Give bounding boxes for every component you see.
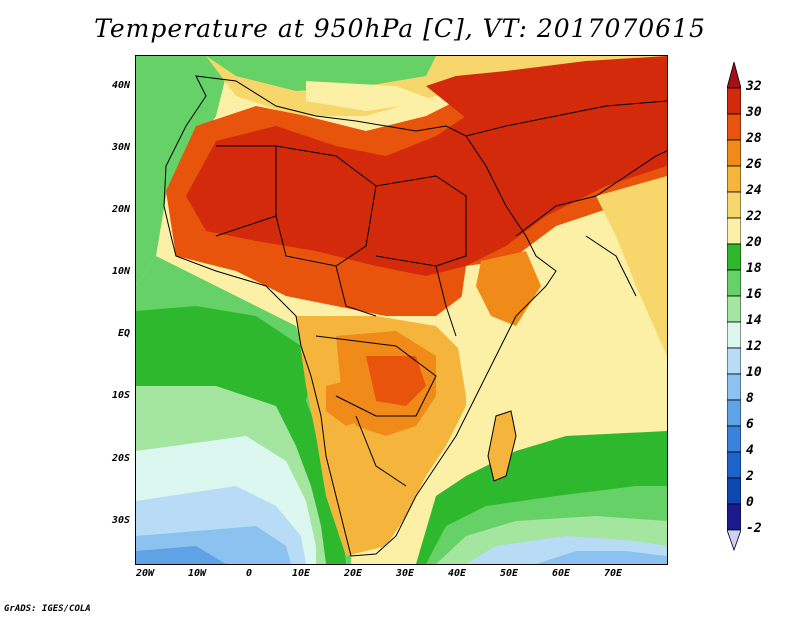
colorbar-swatch — [727, 503, 741, 531]
lon-label-70e: 70E — [603, 568, 623, 579]
lat-label-30n: 30N — [111, 142, 130, 153]
lon-label-20e: 20E — [343, 568, 363, 579]
colorbar-tick-label: 26 — [746, 157, 762, 172]
colorbar-tick-label: 6 — [746, 417, 754, 432]
colorbar-tick-label: 20 — [746, 235, 762, 250]
colorbar-swatch — [727, 113, 741, 141]
colorbar-swatch — [727, 217, 741, 245]
colorbar-swatch — [727, 399, 741, 427]
colorbar-tick-label: 32 — [746, 79, 762, 94]
lon-label-40e: 40E — [447, 568, 467, 579]
colorbar-tick-label: 18 — [746, 261, 762, 276]
grads-credit: GrADS: IGES/COLA — [4, 604, 91, 614]
map-title: Temperature at 950hPa [C], VT: 201707061… — [94, 14, 706, 43]
colorbar-swatch — [727, 451, 741, 479]
lat-label-eq: EQ — [117, 328, 130, 339]
colorbar-tick-label: -2 — [746, 521, 762, 536]
lon-label-0: 0 — [245, 568, 253, 579]
colorbar-swatch — [727, 191, 741, 219]
lon-label-10e: 10E — [291, 568, 311, 579]
colorbar-tick-label: 22 — [746, 209, 762, 224]
colorbar-swatch — [727, 321, 741, 349]
colorbar-tick-label: 30 — [746, 105, 762, 120]
colorbar — [727, 62, 741, 552]
colorbar-tick-label: 8 — [746, 391, 754, 406]
colorbar-swatch — [727, 425, 741, 453]
colorbar-tick-label: 12 — [746, 339, 762, 354]
colorbar-swatch — [727, 295, 741, 323]
lat-label-30s: 30S — [111, 515, 130, 526]
colorbar-swatch — [727, 373, 741, 401]
lon-label-30e: 30E — [395, 568, 415, 579]
colorbar-swatch — [727, 243, 741, 271]
colorbar-swatch — [727, 87, 741, 115]
colorbar-tick-label: 16 — [746, 287, 762, 302]
lat-label-40n: 40N — [111, 80, 130, 91]
colorbar-swatch — [727, 529, 741, 552]
colorbar-tick-label: 4 — [746, 443, 754, 458]
colorbar-swatch — [727, 139, 741, 167]
colorbar-tick-label: 2 — [746, 469, 754, 484]
temperature-map — [135, 55, 668, 565]
colorbar-swatch — [727, 269, 741, 297]
lon-label-60e: 60E — [551, 568, 571, 579]
colorbar-swatch — [727, 477, 741, 505]
colorbar-swatch — [727, 62, 741, 89]
colorbar-tick-label: 24 — [746, 183, 762, 198]
map-canvas — [136, 56, 667, 564]
lon-label-10w: 10W — [187, 568, 207, 579]
colorbar-tick-label: 10 — [746, 365, 762, 380]
lat-label-10n: 10N — [111, 266, 130, 277]
colorbar-swatch — [727, 347, 741, 375]
colorbar-tick-label: 28 — [746, 131, 762, 146]
colorbar-swatch — [727, 165, 741, 193]
colorbar-tick-label: 14 — [746, 313, 762, 328]
lon-label-50e: 50E — [499, 568, 519, 579]
colorbar-tick-label: 0 — [746, 495, 754, 510]
lon-label-20w: 20W — [135, 568, 155, 579]
lat-label-20n: 20N — [111, 204, 130, 215]
lat-label-20s: 20S — [111, 453, 130, 464]
lat-label-10s: 10S — [111, 390, 130, 401]
